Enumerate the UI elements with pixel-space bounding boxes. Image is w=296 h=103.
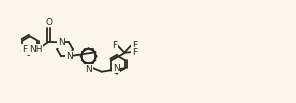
Text: NH: NH <box>29 45 42 54</box>
Text: F: F <box>22 45 27 54</box>
Text: F: F <box>132 41 137 50</box>
Text: F: F <box>112 41 117 50</box>
Text: N: N <box>85 65 92 74</box>
Text: O: O <box>45 18 52 27</box>
Text: N: N <box>113 64 120 73</box>
Text: N: N <box>58 38 65 47</box>
Text: N: N <box>66 52 73 61</box>
Text: F: F <box>132 48 137 57</box>
